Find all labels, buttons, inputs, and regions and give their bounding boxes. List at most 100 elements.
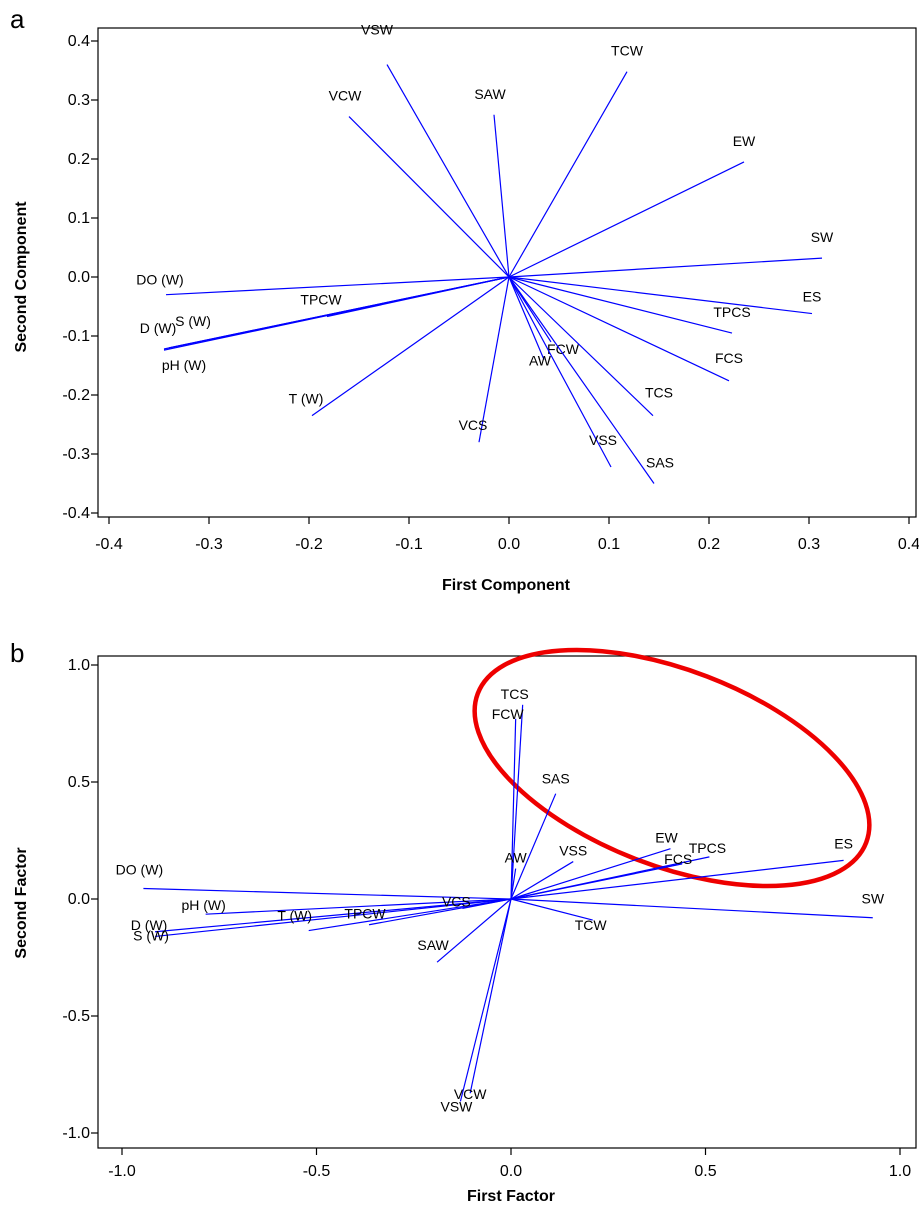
- vector-a-do-w: [165, 276, 510, 296]
- plot-frame-b: [97, 655, 917, 1149]
- vector-b-fcs: [510, 863, 683, 900]
- y-tick-label-a-5: 0.1: [68, 210, 90, 227]
- vector-label-b-sas: SAS: [542, 771, 570, 787]
- vector-a-saw: [493, 114, 510, 278]
- x-tick-label-b-1: -0.5: [303, 1163, 331, 1180]
- y-tick-label-a-0: -0.4: [62, 505, 90, 522]
- vector-a-tcs: [508, 276, 654, 417]
- x-tick-label-a-5: 0.1: [598, 536, 620, 553]
- vector-label-b-s-w: S (W): [133, 927, 169, 943]
- x-tick-label-a-4: 0.0: [498, 536, 520, 553]
- y-tick-label-a-3: -0.1: [62, 328, 90, 345]
- vector-label-a-tpcs: TPCS: [713, 304, 750, 320]
- y-tick-label-a-2: -0.2: [62, 387, 90, 404]
- vector-b-vcs: [462, 898, 512, 909]
- vector-b-t-w: [308, 898, 512, 932]
- x-tick-label-a-1: -0.3: [195, 536, 223, 553]
- vector-label-b-tcw: TCW: [575, 917, 608, 933]
- y-tick-label-a-6: 0.2: [68, 151, 90, 168]
- vector-label-a-vsw: VSW: [361, 22, 394, 38]
- vector-a-sw: [508, 257, 823, 278]
- y-tick-label-a-8: 0.4: [68, 33, 90, 50]
- vector-label-a-fcw: FCW: [547, 341, 580, 357]
- vector-b-vcw: [469, 898, 512, 1094]
- vector-b-sas: [510, 793, 557, 900]
- vector-label-b-vsw: VSW: [440, 1098, 473, 1114]
- plot-frame-a: [97, 27, 917, 518]
- y-tick-label-a-1: -0.3: [62, 446, 90, 463]
- vector-b-tcw: [510, 898, 593, 921]
- vector-label-a-vcs: VCS: [459, 417, 488, 433]
- vector-label-a-tcs: TCS: [645, 385, 673, 401]
- vector-a-fcs: [508, 276, 730, 382]
- y-tick-label-a-7: 0.3: [68, 92, 90, 109]
- vector-label-b-vcw: VCW: [454, 1086, 487, 1102]
- vector-a-ph-w: [163, 276, 510, 351]
- axis-ticks-a: -0.4 -0.3 -0.2 -0.1 0.0 0.1 0.2 0.3 0.4 -0.4 -0.3 -…: [62, 33, 919, 553]
- x-axis-title-b: First Factor: [467, 1188, 555, 1205]
- vector-b-vsw: [459, 898, 512, 1102]
- vector-b-ph-w: [205, 898, 512, 915]
- x-tick-label-a-7: 0.3: [798, 536, 820, 553]
- x-axis-title-a: First Component: [442, 577, 571, 594]
- vector-label-a-saw: SAW: [474, 86, 506, 102]
- vector-label-a-ew: EW: [733, 133, 756, 149]
- vector-a-aw: [508, 276, 545, 360]
- vector-label-a-tcw: TCW: [611, 43, 644, 59]
- vector-label-a-tpcw: TPCW: [300, 292, 342, 308]
- vector-label-b-fcs: FCS: [664, 851, 692, 867]
- vector-b-do-w: [143, 887, 512, 900]
- x-tick-label-b-0: -1.0: [108, 1163, 136, 1180]
- vector-label-b-t-w: T (W): [277, 908, 312, 924]
- y-tick-label-b-3: 0.5: [68, 774, 90, 791]
- y-tick-label-b-1: -0.5: [62, 1008, 90, 1025]
- x-tick-label-b-4: 1.0: [889, 1163, 911, 1180]
- axis-ticks-b: -1.0 -0.5 0.0 0.5 1.0 -1.0 -0.5 0.0 0.5 1.0: [62, 657, 911, 1180]
- panel-label-a: a: [10, 4, 25, 34]
- vector-label-a-do-w: DO (W): [136, 272, 183, 288]
- vector-label-a-fcs: FCS: [715, 350, 743, 366]
- vector-b-tcs: [510, 704, 524, 900]
- vector-label-b-sw: SW: [861, 891, 884, 907]
- vector-a-t-w: [311, 276, 510, 417]
- vector-label-b-saw: SAW: [417, 937, 449, 953]
- vector-b-d-w: [155, 898, 512, 933]
- vector-b-ew: [510, 848, 671, 900]
- vector-b-es: [510, 859, 844, 900]
- vector-label-b-d-w: D (W): [131, 917, 168, 933]
- vector-a-vcw: [348, 116, 510, 278]
- vector-label-b-tpcs: TPCS: [689, 840, 726, 856]
- loading-vectors-a: VSW TCW VCW SAW EW SW DO (W) ES TPCW S (W)D (W) pH…: [136, 22, 834, 484]
- vector-label-a-t-w: T (W): [289, 391, 324, 407]
- y-tick-label-b-4: 1.0: [68, 657, 90, 674]
- vector-b-s-w: [155, 898, 512, 938]
- vector-b-sw: [510, 898, 873, 919]
- y-axis-title-a: Second Component: [13, 201, 30, 353]
- x-tick-label-a-3: -0.1: [395, 536, 423, 553]
- panel-label-b: b: [10, 638, 24, 668]
- vector-label-b-vss: VSS: [559, 843, 587, 859]
- vector-label-a-sas: SAS: [646, 455, 674, 471]
- vector-label-b-ew: EW: [655, 830, 678, 846]
- vector-label-b-aw: AW: [505, 850, 528, 866]
- vector-a-vsw: [386, 64, 510, 278]
- vector-label-b-tcs: TCS: [501, 686, 529, 702]
- vector-label-b-es: ES: [834, 835, 853, 851]
- vector-a-es: [508, 276, 813, 315]
- x-tick-label-a-2: -0.2: [295, 536, 323, 553]
- x-tick-label-a-0: -0.4: [95, 536, 123, 553]
- vector-label-b-ph-w: pH (W): [181, 897, 225, 913]
- vector-a-vss: [508, 276, 612, 468]
- vector-a-tpcs: [508, 276, 733, 334]
- vector-b-vss: [510, 861, 574, 900]
- vector-label-a-ph-w: pH (W): [162, 357, 206, 373]
- y-tick-label-b-0: -1.0: [62, 1125, 90, 1142]
- vector-label-b-vcs: VCS: [442, 893, 471, 909]
- x-tick-label-a-8: 0.4: [898, 536, 919, 553]
- x-tick-label-b-3: 0.5: [694, 1163, 716, 1180]
- vector-b-fcw: [510, 718, 517, 900]
- vector-label-a-aw: AW: [529, 353, 552, 369]
- vector-label-a-vcw: VCW: [329, 88, 362, 104]
- vector-label-a-es: ES: [803, 289, 822, 305]
